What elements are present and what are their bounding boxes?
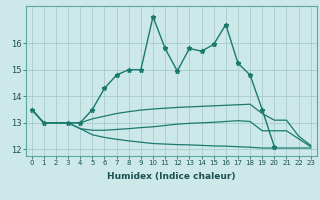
- X-axis label: Humidex (Indice chaleur): Humidex (Indice chaleur): [107, 172, 236, 181]
